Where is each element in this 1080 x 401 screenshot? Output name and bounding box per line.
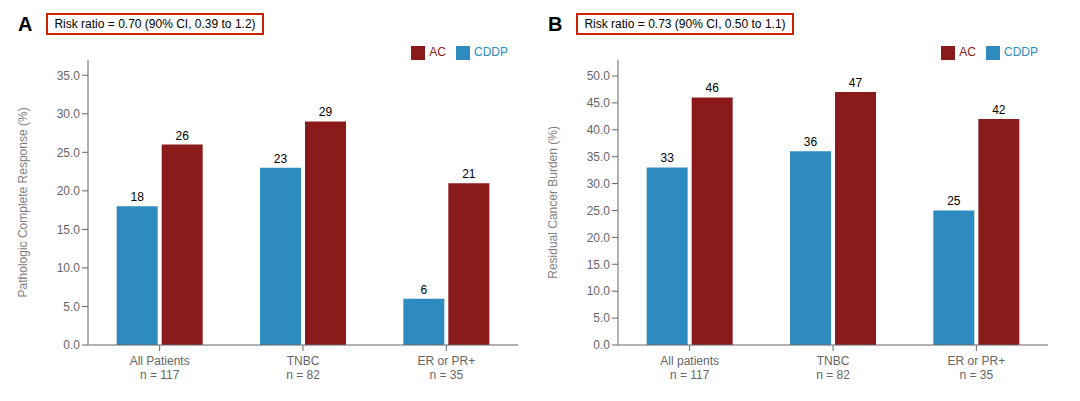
svg-text:47: 47 <box>849 76 863 90</box>
svg-text:20.0: 20.0 <box>57 184 81 198</box>
svg-text:25: 25 <box>947 194 961 208</box>
html-text:AC: AC <box>959 45 976 59</box>
svg-text:0.0: 0.0 <box>63 338 80 352</box>
html-text:CDDP: CDDP <box>474 45 508 59</box>
html-text:CDDP: CDDP <box>1004 45 1038 59</box>
svg-text:50.0: 50.0 <box>587 69 611 83</box>
svg-text:All Patientsn = 117: All Patientsn = 117 <box>130 354 190 382</box>
svg-text:ER or PR+n = 35: ER or PR+n = 35 <box>417 354 475 382</box>
svg-text:45.0: 45.0 <box>587 96 611 110</box>
svg-text:TNBCn = 82: TNBCn = 82 <box>286 354 320 382</box>
html-text:AC: AC <box>429 45 446 59</box>
svg-text:ER or PR+n = 35: ER or PR+n = 35 <box>947 354 1005 382</box>
html-text:B: B <box>548 12 563 35</box>
svg-text:42: 42 <box>992 103 1006 117</box>
svg-text:30.0: 30.0 <box>57 107 81 121</box>
svg-text:All patientsn = 117: All patientsn = 117 <box>660 354 719 382</box>
svg-text:Residual Cancer Burden (%): Residual Cancer Burden (%) <box>546 126 560 279</box>
svg-text:33: 33 <box>660 151 674 165</box>
svg-text:20.0: 20.0 <box>587 231 611 245</box>
svg-text:36: 36 <box>804 135 818 149</box>
svg-text:30.0: 30.0 <box>587 177 611 191</box>
svg-text:6: 6 <box>420 283 427 297</box>
svg-text:5.0: 5.0 <box>63 300 80 314</box>
svg-text:15.0: 15.0 <box>57 223 81 237</box>
svg-text:23: 23 <box>274 152 288 166</box>
html-text:Risk ratio = 0.73 (90% CI, 0.5: Risk ratio = 0.73 (90% CI, 0.50 to 1.1) <box>584 17 786 31</box>
svg-text:26: 26 <box>175 129 189 143</box>
svg-text:29: 29 <box>319 105 333 119</box>
svg-text:TNBCn = 82: TNBCn = 82 <box>816 354 850 382</box>
svg-text:35.0: 35.0 <box>587 150 611 164</box>
svg-text:18: 18 <box>130 190 144 204</box>
svg-text:25.0: 25.0 <box>57 146 81 160</box>
svg-text:5.0: 5.0 <box>593 311 610 325</box>
svg-text:10.0: 10.0 <box>57 261 81 275</box>
svg-text:35.0: 35.0 <box>57 69 81 83</box>
svg-text:46: 46 <box>705 81 719 95</box>
html-text:A: A <box>18 12 33 35</box>
html-text:Risk ratio = 0.70 (90% CI, 0.3: Risk ratio = 0.70 (90% CI, 0.39 to 1.2) <box>54 17 256 31</box>
svg-text:40.0: 40.0 <box>587 123 611 137</box>
svg-text:21: 21 <box>462 167 476 181</box>
svg-text:Pathologic Complete Response (: Pathologic Complete Response (%) <box>16 107 30 297</box>
svg-text:25.0: 25.0 <box>587 204 611 218</box>
svg-text:15.0: 15.0 <box>587 258 611 272</box>
svg-text:0.0: 0.0 <box>593 338 610 352</box>
svg-text:10.0: 10.0 <box>587 284 611 298</box>
